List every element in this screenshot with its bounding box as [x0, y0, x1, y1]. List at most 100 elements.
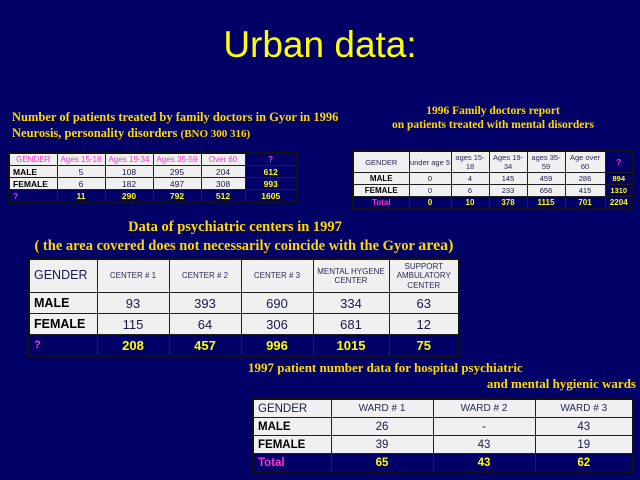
col-header-gender: GENDER [252, 398, 332, 418]
cell-female-support-ambulatory-center: 12 [388, 313, 460, 335]
table-row: MALE 0 4 145 459 286 894 [352, 172, 634, 185]
cell-female-mental-hygene-center: 681 [312, 313, 390, 335]
cell-female-total: 993 [244, 177, 298, 190]
col-header-ages-15-18: Ages 15-18 [56, 152, 106, 166]
table-row-header: GENDER under age 5 ages 15-18 Ages 19-34… [352, 150, 634, 173]
table-row: MALE 5 108 295 204 612 [8, 165, 298, 178]
table-row: FEMALE 115 64 306 681 12 [28, 313, 460, 335]
cell-female-ages-19-34: 182 [104, 177, 154, 190]
caption-bottom-line1: 1997 patient number data for hospital ps… [248, 360, 523, 375]
row-label-total: Total [352, 196, 410, 210]
col-header-center-2: CENTER # 2 [168, 258, 242, 293]
row-label-female: FEMALE [28, 313, 98, 335]
cell-total-ages-15-18: 11 [56, 189, 106, 203]
caption-left-1996: Number of patients treated by family doc… [12, 110, 338, 141]
cell-total-over-60: 512 [200, 189, 246, 203]
cell-male-ward-3: 43 [534, 417, 634, 436]
row-label-male: MALE [352, 172, 410, 185]
cell-male-total: 894 [604, 172, 634, 185]
row-label-female: FEMALE [352, 184, 410, 197]
cell-total-ages-19-34: 378 [488, 196, 528, 210]
row-label-male: MALE [252, 417, 332, 436]
col-header-ward-2: WARD # 2 [432, 398, 536, 418]
caption-middle-line2-main: ( the area covered does not necessarily … [34, 238, 419, 255]
cell-total-center-3: 996 [240, 334, 314, 357]
caption-right-1996: 1996 Family doctors report on patients t… [358, 104, 628, 133]
cell-total-ages-15-18: 10 [450, 196, 490, 210]
table-row: MALE 93 393 690 334 63 [28, 292, 460, 314]
caption-middle-line2-emph: area) [418, 237, 454, 255]
table-row: FEMALE 0 6 233 656 415 1310 [352, 184, 634, 197]
cell-total-center-2: 457 [168, 334, 242, 357]
table-centers-1997: GENDER CENTER # 1 CENTER # 2 CENTER # 3 … [28, 258, 460, 357]
cell-female-ages-35-59: 497 [152, 177, 202, 190]
cell-male-ages-19-34: 145 [488, 172, 528, 185]
cell-male-ward-1: 26 [330, 417, 434, 436]
cell-female-center-1: 115 [96, 313, 170, 335]
cell-male-center-2: 393 [168, 292, 242, 314]
cell-male-ages-35-59: 295 [152, 165, 202, 178]
cell-male-support-ambulatory-center: 63 [388, 292, 460, 314]
cell-male-ages-35-59: 459 [526, 172, 566, 185]
cell-male-mental-hygene-center: 334 [312, 292, 390, 314]
caption-bottom-1997: 1997 patient number data for hospital ps… [248, 360, 640, 393]
cell-female-ages-15-18: 6 [450, 184, 490, 197]
cell-female-over-60: 308 [200, 177, 246, 190]
row-label-female: FEMALE [252, 435, 332, 454]
col-header-gender: GENDER [28, 258, 98, 293]
col-header-gender: GENDER [352, 150, 410, 173]
table-row-header: GENDER CENTER # 1 CENTER # 2 CENTER # 3 … [28, 258, 460, 293]
col-header-center-3: CENTER # 3 [240, 258, 314, 293]
row-label-male: MALE [28, 292, 98, 314]
cell-female-total: 1310 [604, 184, 634, 197]
col-header-ward-3: WARD # 3 [534, 398, 634, 418]
row-label-total: Total [252, 453, 332, 473]
col-header-ages-19-34: Ages 19-34 [104, 152, 154, 166]
caption-middle-line1: Data of psychiatric centers in 1997 [128, 219, 342, 235]
cell-female-ward-1: 39 [330, 435, 434, 454]
cell-female-ages-19-34: 233 [488, 184, 528, 197]
col-header-gender: GENDER [8, 152, 58, 166]
table-row: MALE 26 - 43 [252, 417, 634, 436]
col-header-over-60: Over 60 [200, 152, 246, 166]
caption-left-line2: Neurosis, personality disorders (BNO 300… [12, 126, 338, 142]
cell-grand-total: 2204 [604, 196, 634, 210]
cell-total-center-1: 208 [96, 334, 170, 357]
caption-middle-1997: Data of psychiatric centers in 1997 ( th… [0, 218, 470, 256]
table-row-total: Total 65 43 62 [252, 453, 634, 473]
col-header-ages-35-59: ages 35-59 [526, 150, 566, 173]
row-label-total: ? [28, 334, 98, 357]
cell-female-center-2: 64 [168, 313, 242, 335]
col-header-mental-hygene-center: MENTAL HYGENE CENTER [312, 258, 390, 293]
table-urban-1996: GENDER Ages 15-18 Ages 19-34 Ages 35-59 … [8, 152, 298, 203]
table-row: FEMALE 39 43 19 [252, 435, 634, 454]
table-row-total: ? 208 457 996 1015 75 [28, 334, 460, 357]
col-header-under-age-5: under age 5 [408, 150, 452, 173]
row-label-female: FEMALE [8, 177, 58, 190]
table-row-header: GENDER Ages 15-18 Ages 19-34 Ages 35-59 … [8, 152, 298, 166]
row-label-male: MALE [8, 165, 58, 178]
caption-left-line1: Number of patients treated by family doc… [12, 110, 339, 124]
col-header-ages-35-59: Ages 35-59 [152, 152, 202, 166]
table-row-header: GENDER WARD # 1 WARD # 2 WARD # 3 [252, 398, 634, 418]
table-row-total: Total 0 10 378 1115 701 2204 [352, 196, 634, 210]
col-header-age-over-60: Age over 60 [564, 150, 606, 173]
cell-total-ward-3: 62 [534, 453, 634, 473]
cell-female-under-age-5: 0 [408, 184, 452, 197]
col-header-total: ? [604, 150, 634, 173]
cell-total-ages-35-59: 1115 [526, 196, 566, 210]
cell-total-ages-35-59: 792 [152, 189, 202, 203]
table-wards-1997: GENDER WARD # 1 WARD # 2 WARD # 3 MALE 2… [252, 398, 634, 473]
col-header-ages-15-18: ages 15-18 [450, 150, 490, 173]
cell-total-under-age-5: 0 [408, 196, 452, 210]
cell-male-ages-15-18: 4 [450, 172, 490, 185]
cell-male-total: 612 [244, 165, 298, 178]
cell-total-age-over-60: 701 [564, 196, 606, 210]
col-header-ward-1: WARD # 1 [330, 398, 434, 418]
cell-total-support-ambulatory-center: 75 [388, 334, 460, 357]
cell-female-ages-15-18: 6 [56, 177, 106, 190]
caption-right-line1: 1996 Family doctors report [426, 105, 560, 117]
cell-total-ages-19-34: 290 [104, 189, 154, 203]
cell-female-ages-35-59: 656 [526, 184, 566, 197]
